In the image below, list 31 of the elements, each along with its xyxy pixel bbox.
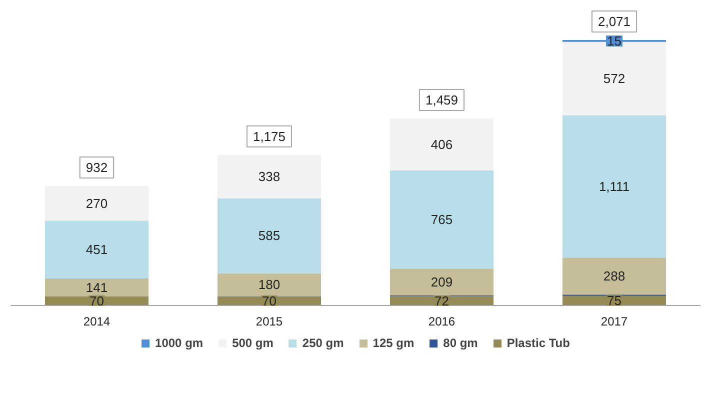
legend-label: 1000 gm xyxy=(155,336,204,350)
legend-label: 500 gm xyxy=(232,336,274,350)
data-label: 572 xyxy=(603,71,626,86)
data-label: 75 xyxy=(607,293,622,308)
total-label: 2,071 xyxy=(598,14,631,30)
data-label: 765 xyxy=(430,212,453,228)
data-label: 209 xyxy=(430,274,453,290)
data-label: 15 xyxy=(607,33,622,48)
data-label: 72 xyxy=(434,293,449,308)
data-label: 406 xyxy=(430,136,453,152)
total-label: 1,459 xyxy=(425,92,458,108)
legend-label: 250 gm xyxy=(302,336,344,350)
data-label: 338 xyxy=(258,169,280,184)
legend-label: 125 gm xyxy=(372,336,414,350)
legend-label: 80 gm xyxy=(443,336,478,350)
data-label: 70 xyxy=(90,294,104,309)
data-label: 180 xyxy=(258,277,280,292)
data-label: 451 xyxy=(86,242,108,258)
data-label: 1,111 xyxy=(598,178,630,194)
data-label: 270 xyxy=(86,196,108,211)
x-tick-label: 2014 xyxy=(83,314,110,328)
legend-label: Plastic Tub xyxy=(506,336,570,350)
data-label: 70 xyxy=(262,294,276,309)
total-label: 932 xyxy=(86,160,108,176)
x-tick-label: 2016 xyxy=(428,314,456,328)
data-label: 288 xyxy=(603,268,626,284)
data-label: 585 xyxy=(258,228,280,244)
total-label: 1,175 xyxy=(252,128,286,144)
x-tick-label: 2017 xyxy=(600,314,628,328)
x-tick-label: 2015 xyxy=(256,314,283,328)
data-label: 141 xyxy=(86,280,108,295)
